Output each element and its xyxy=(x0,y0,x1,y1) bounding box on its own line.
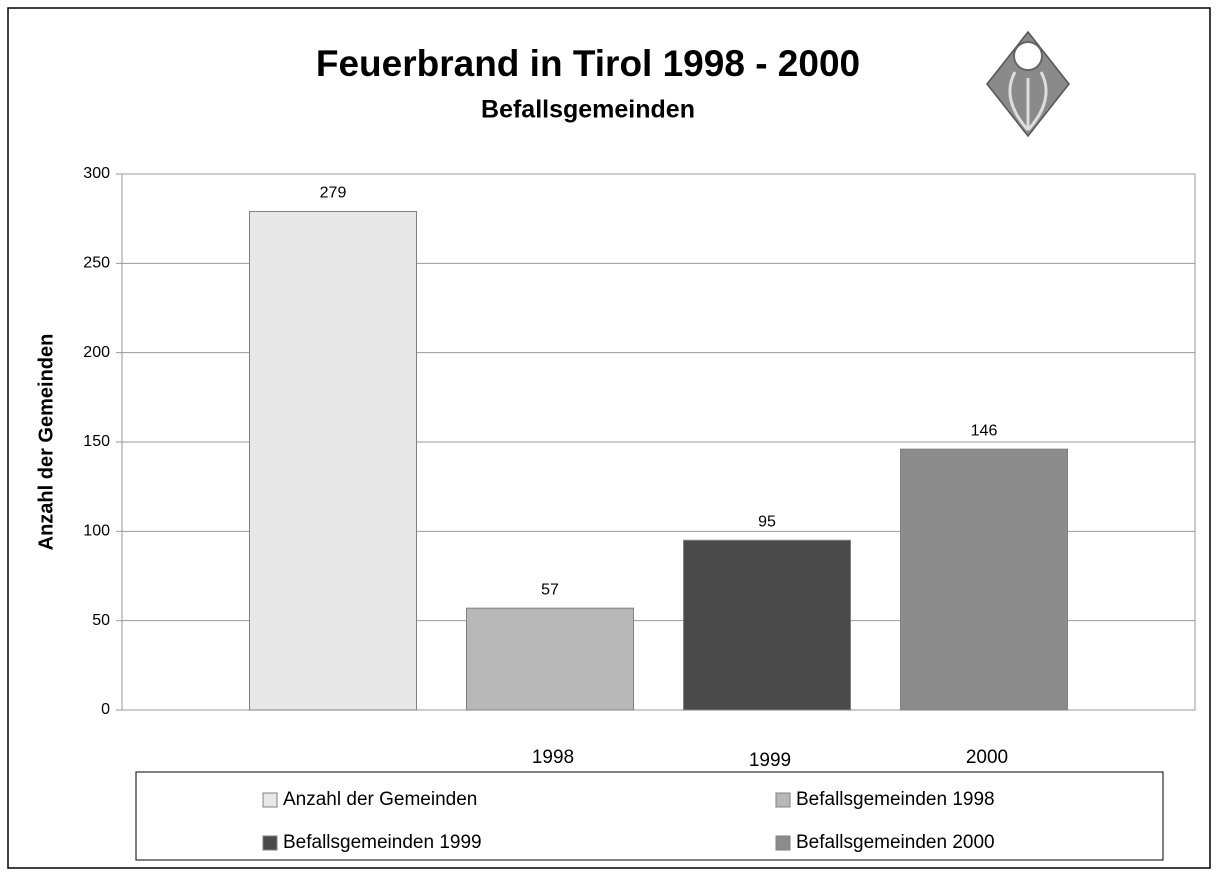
y-tick-label: 150 xyxy=(83,433,110,450)
y-tick-label: 50 xyxy=(92,612,110,629)
logo xyxy=(986,30,1070,138)
y-axis-label: Anzahl der Gemeinden xyxy=(35,334,57,551)
chart-title: Feuerbrand in Tirol 1998 - 2000 xyxy=(316,43,860,84)
legend xyxy=(135,771,1164,861)
y-tick-label: 300 xyxy=(83,165,110,182)
y-tick-label: 250 xyxy=(83,255,110,272)
y-tick-label: 200 xyxy=(83,344,110,361)
legend-swatch xyxy=(262,792,278,808)
x-tick-label: 1998 xyxy=(532,747,574,768)
y-tick-label: 0 xyxy=(101,701,110,718)
data-label: 146 xyxy=(971,422,998,439)
data-label: 279 xyxy=(320,185,347,202)
y-tick-label: 100 xyxy=(83,523,110,540)
legend-swatch xyxy=(262,835,278,851)
legend-label: Befallsgemeinden 2000 xyxy=(796,832,995,853)
legend-swatch xyxy=(775,792,791,808)
bar xyxy=(466,607,634,711)
chart-subtitle: Befallsgemeinden xyxy=(481,96,695,124)
frame xyxy=(7,7,1211,869)
legend-label: Befallsgemeinden 1998 xyxy=(796,789,995,810)
bar xyxy=(683,539,851,711)
x-tick-label: 1999 xyxy=(749,750,791,771)
legend-label: Anzahl der Gemeinden xyxy=(283,789,477,810)
data-label: 57 xyxy=(541,581,559,598)
bar xyxy=(900,448,1068,711)
legend-swatch xyxy=(775,835,791,851)
bar xyxy=(249,211,417,711)
data-label: 95 xyxy=(758,513,776,530)
x-tick-label: 2000 xyxy=(966,747,1008,768)
legend-label: Befallsgemeinden 1999 xyxy=(283,832,482,853)
